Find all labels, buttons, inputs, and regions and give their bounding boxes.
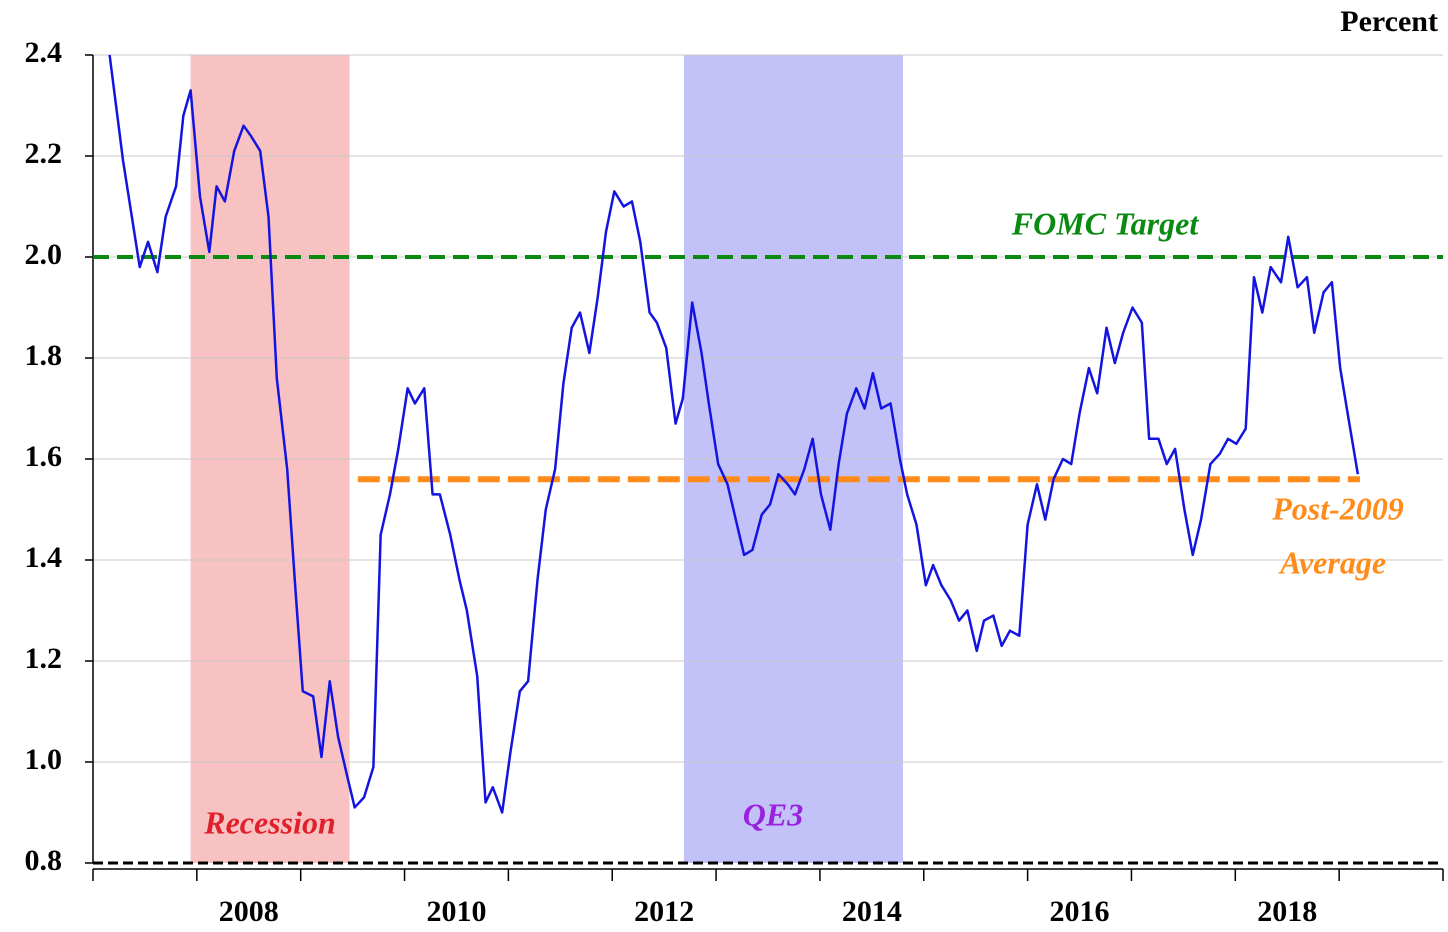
- reference-label: FOMC Target: [1011, 205, 1200, 241]
- reference-label: Average: [1278, 544, 1386, 580]
- y-tick-label: 1.8: [25, 339, 63, 372]
- band-label: QE3: [743, 796, 803, 832]
- y-tick-label: 1.4: [25, 541, 63, 574]
- x-tick-label: 2010: [426, 895, 486, 928]
- y-tick-label: 2.2: [25, 137, 63, 170]
- y-tick-label: 1.0: [25, 743, 63, 776]
- series-line: [108, 54, 1360, 814]
- band-label: Recession: [203, 804, 336, 840]
- reference-label: Post-2009: [1271, 490, 1404, 526]
- y-unit-label: Percent: [1340, 5, 1438, 38]
- y-tick-label: 0.8: [25, 844, 63, 877]
- y-tick-label: 2.4: [25, 36, 63, 69]
- x-tick-label: 2008: [219, 895, 279, 928]
- y-tick-label: 1.2: [25, 642, 63, 675]
- x-tick-label: 2018: [1257, 895, 1317, 928]
- x-tick-label: 2014: [842, 895, 902, 928]
- y-tick-label: 1.6: [25, 440, 63, 473]
- x-tick-label: 2012: [634, 895, 694, 928]
- x-tick-label: 2016: [1050, 895, 1110, 928]
- y-tick-label: 2.0: [25, 238, 63, 271]
